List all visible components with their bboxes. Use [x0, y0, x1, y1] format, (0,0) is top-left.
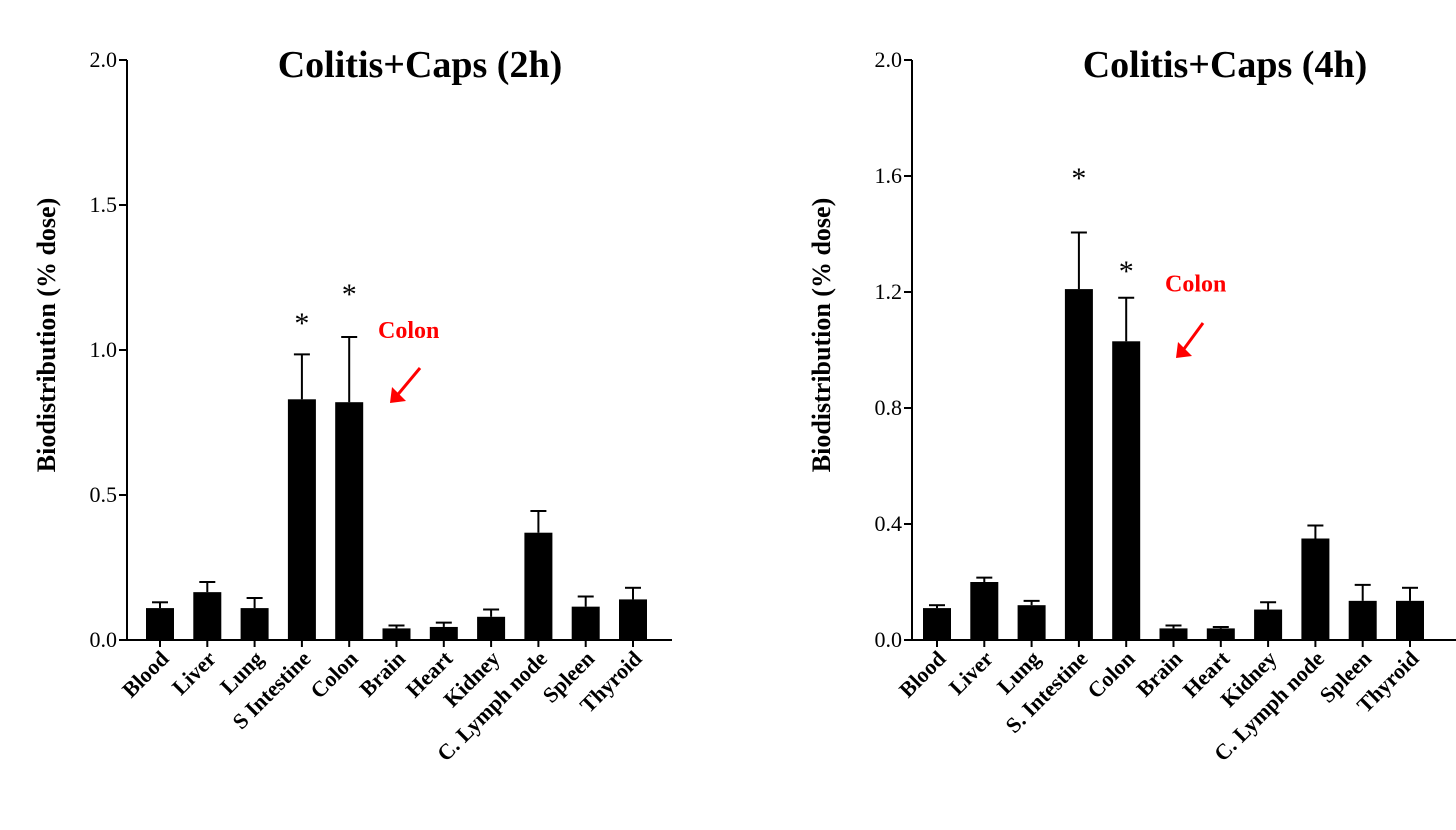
annotation-arrow-shaft — [393, 367, 422, 399]
y-tick-label: 0.0 — [90, 627, 118, 652]
y-tick-label: 0.0 — [875, 627, 903, 652]
bar-spleen — [571, 606, 600, 640]
y-tick-label: 0.8 — [875, 395, 903, 420]
bar-thyroid — [1396, 600, 1424, 640]
chart-title: Colitis+Caps (4h) — [1083, 44, 1368, 86]
x-tick-label: Brain — [1131, 646, 1187, 702]
y-axis-label: Biodistribution (% dose) — [807, 198, 836, 473]
x-tick-label: Colon — [305, 646, 362, 703]
bar-kidney — [1254, 609, 1283, 640]
bar-heart — [1206, 628, 1235, 640]
bar-kidney — [477, 616, 506, 640]
bar-heart — [429, 626, 458, 640]
x-tick-label: Colon — [1082, 646, 1139, 703]
annotation-label: Colon — [378, 318, 439, 344]
x-tick-label: Blood — [117, 646, 174, 703]
bar-s-intestine — [287, 399, 316, 640]
bar-c-lymph-node — [1301, 538, 1330, 640]
bar-lung — [1017, 605, 1046, 640]
y-axis-label: Biodistribution (% dose) — [32, 198, 61, 473]
x-tick-label: Liver — [944, 646, 998, 700]
bar-brain — [1159, 628, 1188, 640]
annotation-arrow-shaft — [1179, 322, 1205, 354]
bar-liver — [193, 592, 222, 640]
chart-title: Colitis+Caps (2h) — [278, 44, 563, 86]
y-tick-label: 0.4 — [875, 511, 903, 536]
significance-mark: * — [294, 307, 309, 340]
bar-thyroid — [619, 599, 647, 640]
bar-colon — [1112, 341, 1141, 640]
bar-spleen — [1348, 600, 1377, 640]
significance-mark: * — [1119, 255, 1134, 288]
y-tick-label: 2.0 — [875, 47, 903, 72]
bar-colon — [335, 402, 364, 640]
bar-brain — [382, 628, 411, 640]
x-tick-label: Blood — [894, 646, 951, 703]
bar-blood — [146, 608, 174, 640]
x-tick-label: Brain — [354, 646, 410, 702]
x-tick-label: Liver — [167, 646, 221, 700]
bar-blood — [923, 608, 951, 640]
chart-panel-2: Colitis+Caps (4h) Biodistribution (% dose… — [807, 44, 1456, 766]
bar-liver — [970, 582, 999, 640]
y-tick-label: 2.0 — [90, 47, 118, 72]
annotation-arrow-head — [390, 387, 406, 403]
chart-panel-1: Colitis+Caps (2h) Biodistribution (% dose… — [32, 44, 672, 766]
significance-mark: * — [1071, 162, 1086, 195]
y-tick-label: 0.5 — [90, 482, 118, 507]
bar-s-intestine — [1064, 289, 1093, 640]
y-tick-label: 1.2 — [875, 279, 903, 304]
bar-c-lymph-node — [524, 532, 553, 640]
annotation-arrow-head — [1176, 342, 1192, 358]
significance-mark: * — [342, 278, 357, 311]
y-tick-label: 1.0 — [90, 337, 118, 362]
bar-lung — [240, 608, 269, 640]
y-tick-label: 1.6 — [875, 163, 903, 188]
annotation-label: Colon — [1165, 272, 1226, 298]
y-tick-label: 1.5 — [90, 192, 118, 217]
